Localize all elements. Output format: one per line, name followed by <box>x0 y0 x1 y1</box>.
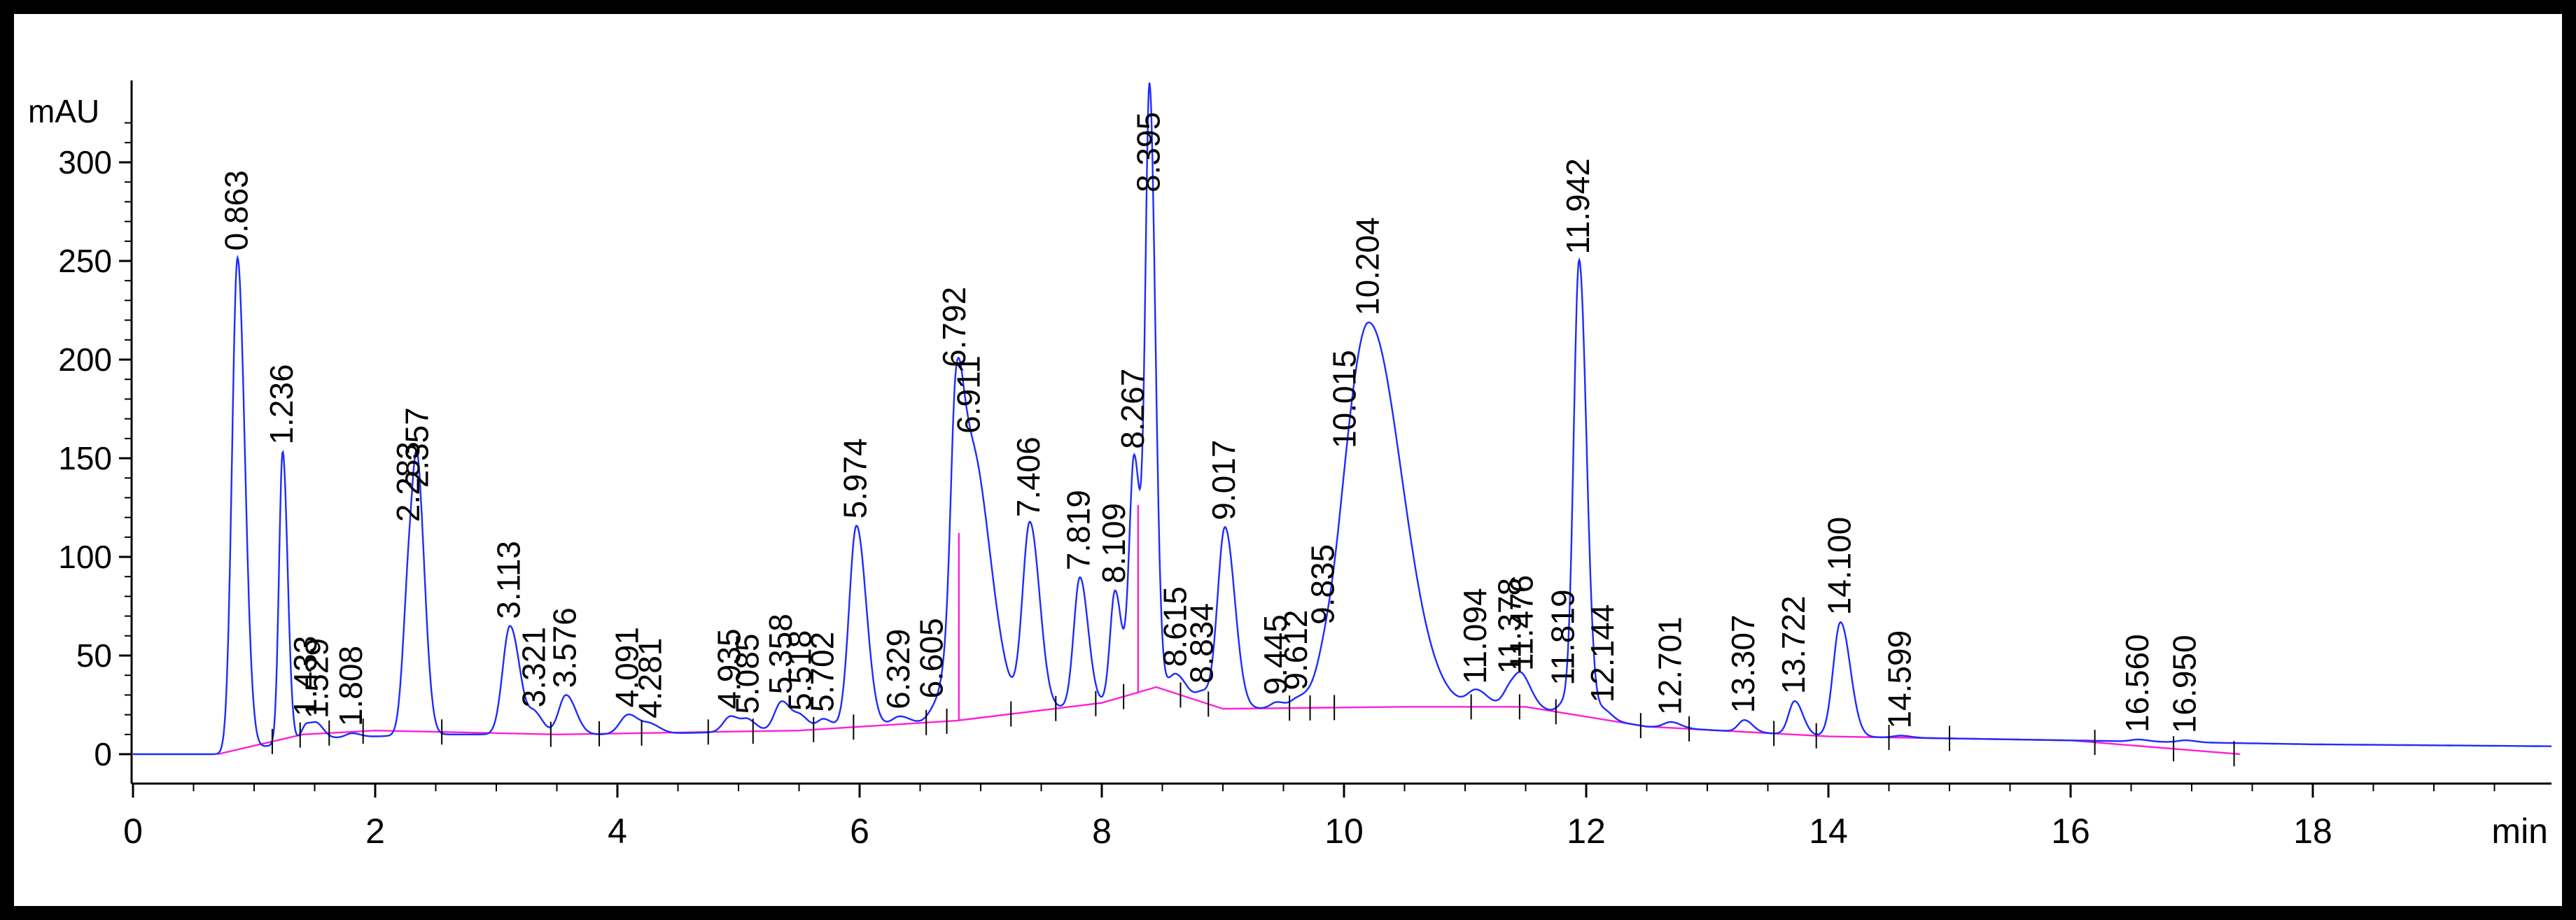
peak-label: 10.015 <box>1326 350 1363 448</box>
y-tick-label: 300 <box>58 144 112 181</box>
y-tick-label: 50 <box>76 637 112 674</box>
peak-label: 2.283 <box>390 441 426 522</box>
peak-label: 7.406 <box>1010 437 1046 517</box>
peak-label: 11.819 <box>1545 589 1581 685</box>
axes: 0 50 100 150 200 250 300 mAU 0 2 4 6 8 10 12 14 16 18 min <box>28 80 2552 851</box>
peak-label: 3.321 <box>516 627 552 707</box>
peak-label: 3.113 <box>491 541 527 619</box>
peak-label: 8.395 <box>1130 112 1166 192</box>
peak-label: 0.863 <box>218 170 254 250</box>
peak-label: 13.722 <box>1775 595 1812 694</box>
peak-label: 3.576 <box>547 607 583 688</box>
peak-label: 10.204 <box>1349 217 1385 316</box>
peak-label: 1.433 <box>287 636 323 716</box>
peak-label: 5.085 <box>729 634 766 714</box>
peak-label: 9.017 <box>1205 440 1242 521</box>
peak-label: 8.615 <box>1156 586 1193 667</box>
peak-label: 8.834 <box>1183 603 1219 684</box>
peak-label: 11.942 <box>1560 158 1596 254</box>
peak-label: 14.599 <box>1882 630 1918 729</box>
peak-label: 11.378 <box>1491 578 1527 674</box>
peak-label: 4.281 <box>632 638 668 719</box>
peak-label: 5.358 <box>762 614 799 694</box>
y-tick-label: 250 <box>58 243 112 279</box>
y-tick-label: 150 <box>58 440 112 476</box>
peak-label: 5.518 <box>782 630 818 711</box>
peak-label: 12.701 <box>1651 616 1688 715</box>
peak-label: 16.950 <box>2166 635 2202 733</box>
peak-label: 7.819 <box>1060 490 1097 570</box>
x-tick-label: 18 <box>2293 812 2332 851</box>
peak-label: 6.605 <box>913 618 950 698</box>
peak-label: 16.560 <box>2119 634 2155 733</box>
peak-label: 13.307 <box>1725 614 1761 713</box>
peak-label: 1.529 <box>299 638 335 719</box>
peak-label: 5.974 <box>837 438 874 518</box>
peak-label: 11.094 <box>1457 588 1493 684</box>
peak-label: 4.935 <box>711 628 748 709</box>
peak-label: 1.808 <box>332 646 369 726</box>
peak-label: 2.357 <box>399 407 435 488</box>
y-axis-label: mAU <box>28 93 99 129</box>
x-tick-label: 12 <box>1567 812 1606 851</box>
y-tick-label: 100 <box>58 539 112 575</box>
x-tick-label: 8 <box>1092 812 1112 851</box>
peak-label: 6.911 <box>951 355 987 434</box>
y-tick-label: 200 <box>58 341 112 378</box>
peak-markers <box>271 504 2235 767</box>
signal-line <box>133 82 2552 756</box>
peak-label: 6.792 <box>936 287 972 367</box>
x-tick-label: 6 <box>850 812 869 851</box>
peak-label: 8.267 <box>1114 369 1151 449</box>
peak-label: 8.109 <box>1096 503 1132 583</box>
x-tick-label: 14 <box>1809 812 1848 851</box>
x-tick-label: 2 <box>365 812 385 851</box>
x-tick-label: 4 <box>608 812 627 851</box>
signal-trace <box>133 82 2552 756</box>
peak-label: 9.612 <box>1278 609 1314 690</box>
x-tick-label: 0 <box>123 812 143 851</box>
y-tick-label: 0 <box>94 736 112 772</box>
peak-label: 9.445 <box>1257 614 1294 695</box>
peak-label: 11.476 <box>1503 575 1539 671</box>
peak-label: 1.236 <box>263 364 300 444</box>
peak-label: 4.091 <box>609 627 645 707</box>
peak-label: 12.144 <box>1584 604 1620 703</box>
peak-label: 6.329 <box>880 629 916 709</box>
x-tick-label: 10 <box>1324 812 1364 851</box>
x-tick-label: 16 <box>2051 812 2090 851</box>
peak-label: 5.702 <box>804 632 840 712</box>
peak-label: 9.835 <box>1304 544 1340 625</box>
x-axis-label: min <box>2491 812 2548 851</box>
peak-label: 14.100 <box>1821 517 1857 616</box>
